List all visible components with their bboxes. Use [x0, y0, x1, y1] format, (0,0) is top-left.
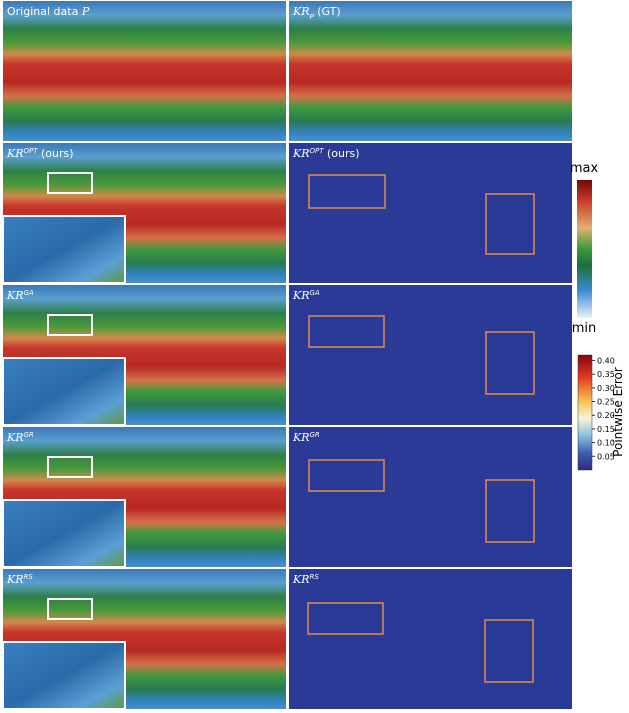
label-part: KR	[6, 431, 24, 444]
zoom-inset	[3, 500, 125, 567]
label-part: P	[81, 5, 90, 18]
label-part: GR	[310, 431, 320, 439]
error-colorbar	[578, 355, 592, 470]
zoom-inset	[3, 642, 125, 709]
field-colorbar	[577, 180, 592, 318]
min-label: min	[572, 321, 597, 336]
max-label: max	[570, 161, 599, 176]
label-part: GA	[24, 289, 34, 297]
tick-label: 0.25	[597, 398, 615, 407]
panel-label: Original data P	[7, 5, 90, 18]
label-part: GR	[24, 431, 34, 439]
zoom-inset	[3, 216, 125, 283]
label-part: OPT	[24, 147, 39, 155]
tick-label: 0.30	[597, 384, 615, 393]
label-part: KR	[292, 431, 310, 444]
error-map	[289, 285, 572, 425]
tick-label: 0.15	[597, 425, 615, 434]
tick-label: 0.35	[597, 370, 615, 379]
field-map	[289, 1, 572, 141]
label-part: KR	[292, 289, 310, 302]
label-part: KR	[6, 147, 24, 160]
zoom-inset	[3, 358, 125, 425]
label-part: KR	[6, 573, 24, 586]
tick-label: 0.20	[597, 411, 615, 420]
error-map	[289, 427, 572, 567]
label-part: RS	[24, 573, 34, 581]
label-part: KR	[6, 289, 24, 302]
label-part: GA	[310, 289, 320, 297]
error-map	[289, 569, 572, 709]
label-part: KR	[292, 573, 310, 586]
tick-label: 0.05	[597, 452, 615, 461]
label-part: RS	[310, 573, 320, 581]
panel-label: KROPT (ours)	[6, 147, 74, 160]
label-part: KR	[292, 5, 310, 18]
tick-label: 0.40	[597, 356, 615, 365]
panel-label: KROPT (ours)	[292, 147, 360, 160]
field-map	[3, 1, 286, 141]
error-map	[289, 143, 572, 283]
label-part: (ours)	[38, 147, 74, 160]
label-part: KR	[292, 147, 310, 160]
label-part: (GT)	[314, 5, 341, 18]
label-part: (ours)	[324, 147, 360, 160]
label-part: Original data	[7, 5, 82, 18]
tick-label: 0.10	[597, 439, 615, 448]
figure: Original data PKRP (GT)KROPT (ours)KROPT…	[0, 0, 629, 713]
colorbars: max min Pointwise Error 0.050.100.150.20…	[570, 161, 625, 470]
label-part: OPT	[310, 147, 325, 155]
